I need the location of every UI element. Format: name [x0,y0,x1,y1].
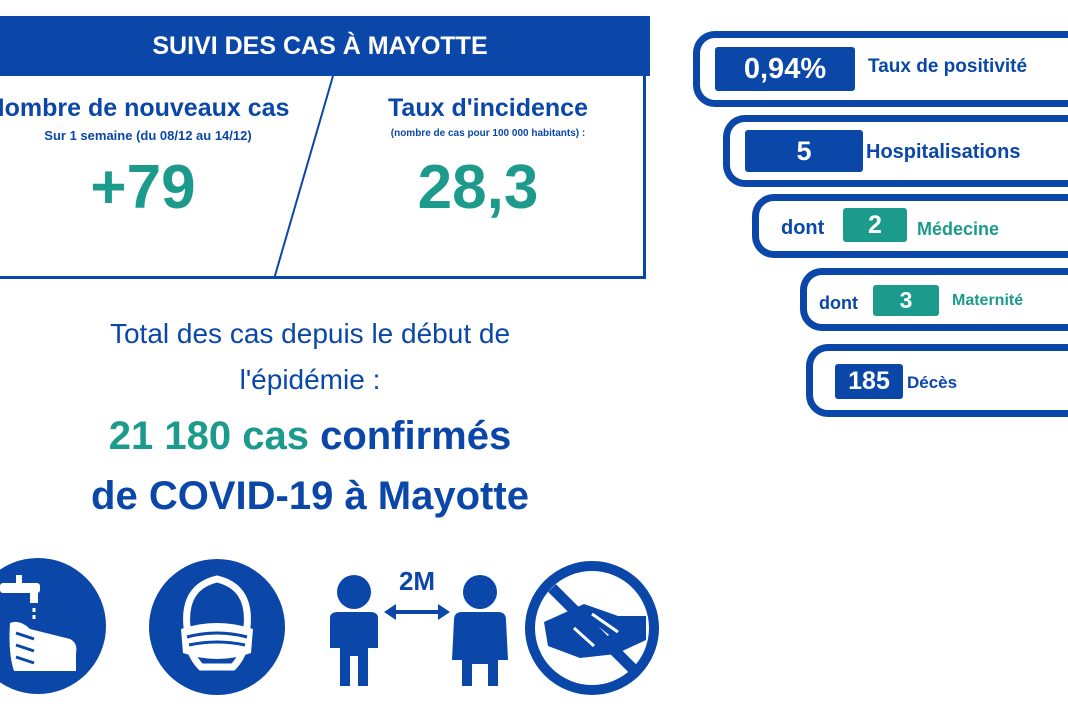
hospitalisations-value: 5 [745,130,863,172]
medecine-pill: dont 2 Médecine [752,194,1068,258]
positivite-pill: 0,94% Taux de positivité [693,31,1068,107]
maternite-prefix: dont [819,293,858,313]
hospitalisations-pill: 5 Hospitalisations [723,115,1068,187]
hand-washing-icon [0,558,106,694]
total-line-4: de COVID-19 à Mayotte [91,474,529,518]
total-confirmed: confirmés [308,414,512,458]
column-divider [273,76,334,279]
suivi-header: SUIVI DES CAS À MAYOTTE [0,16,650,76]
incidence-subtitle: (nombre de cas pour 100 000 habitants) : [390,128,586,139]
face-mask-icon [149,559,285,695]
distance-label: 2M [399,566,435,596]
maternite-pill: dont 3 Maternité [800,268,1068,331]
nouveaux-cas-subtitle: Sur 1 semaine (du 08/12 au 14/12) [44,128,252,143]
deces-label: Décès [907,373,958,392]
total-cases: 21 180 cas confirmés [0,414,630,459]
total-line-1: Total des cas depuis le début de [109,318,511,349]
positivite-value: 0,94% [715,47,855,91]
nouveaux-cas-title: Nombre de nouveaux cas [0,94,290,122]
incidence-title: Taux d'incidence [388,94,588,122]
positivite-label: Taux de positivité [868,56,1028,77]
medecine-value: 2 [843,208,907,242]
maternite-value: 3 [873,285,939,316]
medecine-prefix: dont [781,217,825,239]
nouveaux-cas-value: +79 [90,153,196,222]
maternite-label: Maternité [952,292,1024,309]
incidence-value: 28,3 [417,153,539,222]
total-line-2: l'épidémie : [239,364,381,395]
social-distancing-icon: 2M [330,566,508,686]
hospitalisations-label: Hospitalisations [866,141,1021,163]
no-handshake-icon [525,561,659,695]
deces-value: 185 [835,364,903,399]
total-count: 21 180 cas [108,414,309,458]
deces-pill: 185 Décès [806,344,1068,417]
medecine-label: Médecine [917,219,1000,239]
suivi-box: Nombre de nouveaux cas Sur 1 semaine (du… [0,76,646,279]
